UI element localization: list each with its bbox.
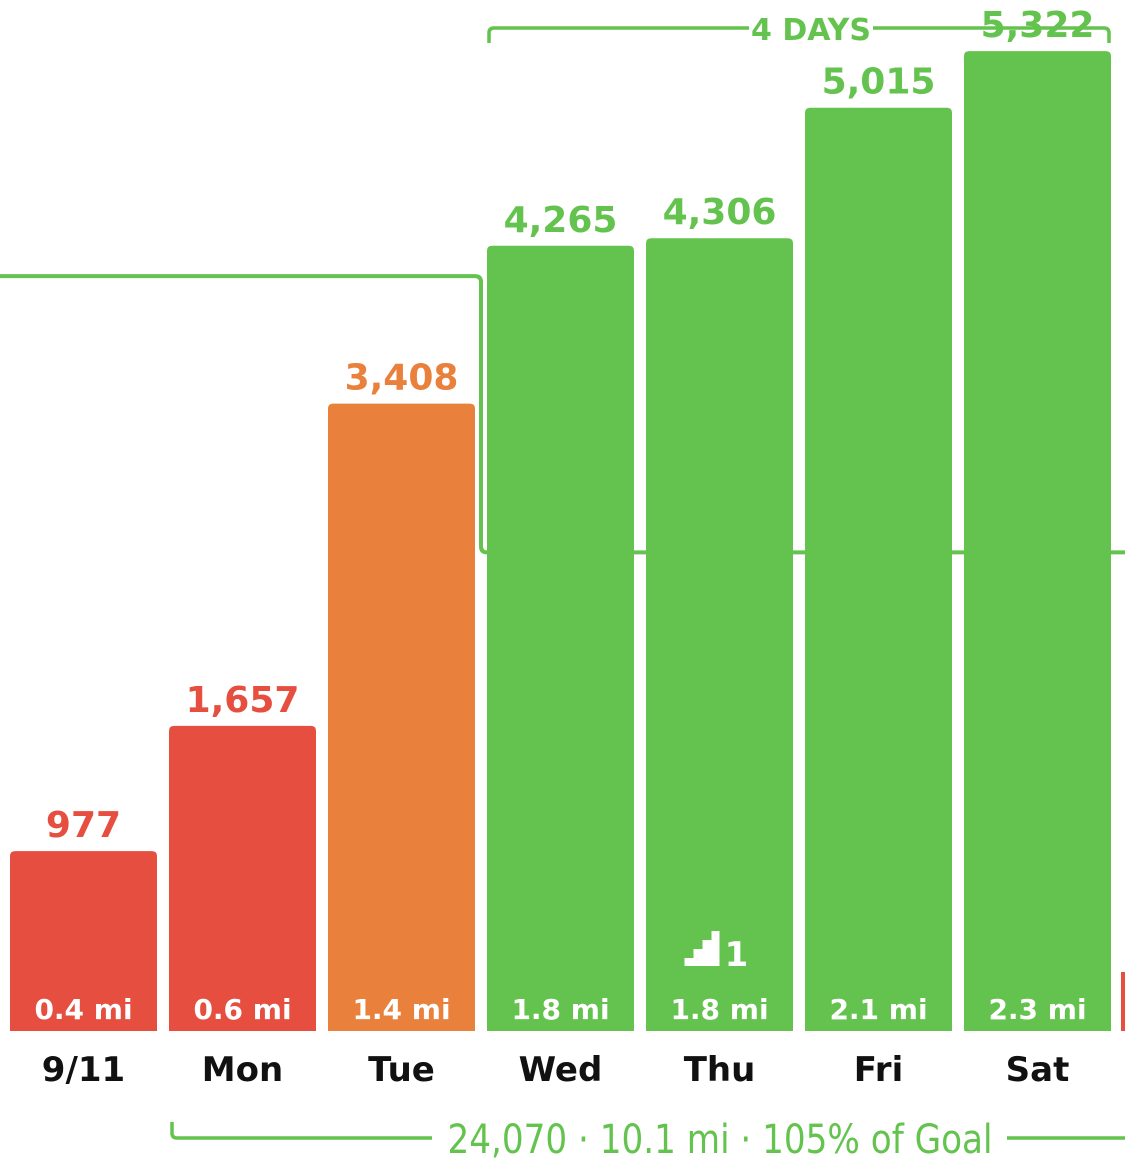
distance-label-tue: 1.4 mi xyxy=(352,993,450,1026)
value-label-mon: 1,657 xyxy=(186,680,300,721)
value-label-fri: 5,015 xyxy=(822,62,936,103)
value-label-9-11: 977 xyxy=(46,805,121,846)
value-label-sat: 5,322 xyxy=(981,5,1095,46)
goal-line-layer xyxy=(0,274,1125,555)
goal-line xyxy=(0,274,1125,555)
value-label-tue: 3,408 xyxy=(345,358,459,399)
weekly-summary: 24,070 · 10.1 mi · 105% of Goal xyxy=(448,1117,993,1163)
floors-count: 1 xyxy=(725,935,749,975)
bar-thu[interactable] xyxy=(646,238,793,1032)
distance-label-fri: 2.1 mi xyxy=(829,993,927,1026)
value-label-wed: 4,265 xyxy=(504,200,618,241)
streak-bracket-layer: 4 DAYS xyxy=(487,13,1111,48)
summary-bracket xyxy=(170,1122,1125,1140)
day-label-wed: Wed xyxy=(519,1050,603,1090)
distance-label-mon: 0.6 mi xyxy=(193,993,291,1026)
next-bar-edge xyxy=(1121,972,1125,1031)
distance-label-9-11: 0.4 mi xyxy=(34,993,132,1026)
day-label-fri: Fri xyxy=(854,1050,903,1090)
bar-fri[interactable] xyxy=(805,107,952,1031)
day-label-9-11: 9/11 xyxy=(42,1050,125,1090)
bar-sat[interactable] xyxy=(964,51,1111,1032)
bars-layer: 977 0.4 mi 9/11 1,657 0.6 mi Mon 3,408 1.4 mi Tu… xyxy=(10,5,1125,1090)
distance-label-sat: 2.3 mi xyxy=(988,993,1086,1026)
bar-mon[interactable] xyxy=(169,725,316,1031)
day-label-sat: Sat xyxy=(1006,1050,1070,1090)
bar-tue[interactable] xyxy=(328,403,475,1031)
day-label-thu: Thu xyxy=(684,1050,756,1090)
distance-label-thu: 1.8 mi xyxy=(670,993,768,1026)
streak-label: 4 DAYS xyxy=(751,13,871,48)
distance-label-wed: 1.8 mi xyxy=(511,993,609,1026)
day-label-mon: Mon xyxy=(202,1050,283,1090)
bar-9-11[interactable] xyxy=(10,851,157,1031)
day-label-tue: Tue xyxy=(368,1050,435,1090)
bar-wed[interactable] xyxy=(487,245,634,1032)
streak-bracket xyxy=(487,26,1111,43)
value-label-thu: 4,306 xyxy=(663,192,777,233)
stairs-icon xyxy=(684,931,720,966)
summary-layer: 24,070 · 10.1 mi · 105% of Goal xyxy=(170,1117,1125,1163)
